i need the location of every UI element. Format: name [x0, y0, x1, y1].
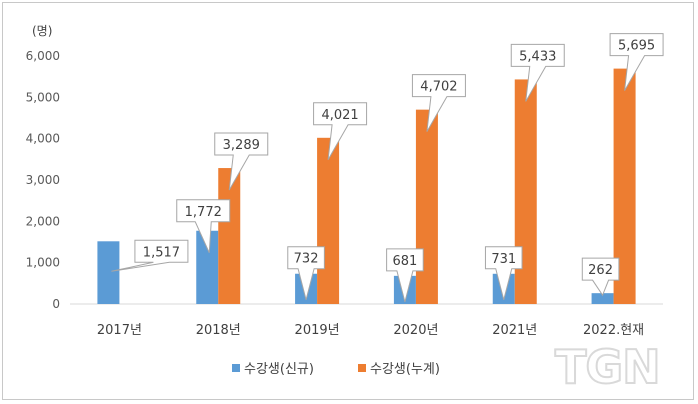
legend-swatch — [358, 364, 366, 372]
data-label-cumulative: 4,702 — [420, 80, 457, 95]
legend: 수강생(신규) 수강생(누계) — [232, 362, 440, 377]
data-label-new-box — [484, 246, 523, 300]
data-label-cumulative-box — [313, 102, 368, 161]
y-tick-label: 0 — [52, 297, 60, 311]
x-tick-label: 2020년 — [393, 323, 438, 338]
y-tick-label: 5,000 — [26, 90, 60, 104]
data-labels: 1,517 1,772 3,289 732 4,021 681 4,702 731 5,433 2… — [111, 33, 664, 302]
legend-label: 수강생(신규) — [244, 362, 314, 377]
bar-new-students — [196, 230, 219, 304]
data-label-new: 731 — [491, 252, 516, 267]
x-axis-labels: 2017년 2018년 2019년 2020년 2021년 2022.현재 — [97, 323, 644, 338]
bar-cumulative-students — [514, 79, 537, 304]
bar-new-students — [591, 293, 614, 304]
x-tick-label: 2018년 — [196, 323, 241, 338]
y-axis-ticks: 0 1,000 2,000 3,000 4,000 5,000 6,000 — [26, 49, 60, 311]
legend-label: 수강생(누계) — [370, 362, 440, 377]
data-label-cumulative: 5,695 — [618, 39, 655, 54]
data-label-new-box — [581, 257, 620, 297]
x-tick-label: 2019년 — [295, 323, 340, 338]
y-tick-label: 4,000 — [26, 132, 60, 146]
data-label-cumulative-box — [609, 33, 664, 91]
data-label-cumulative-box — [510, 43, 565, 102]
data-label-new: 262 — [588, 263, 613, 278]
data-label-new: 1,772 — [185, 205, 222, 220]
y-tick-label: 6,000 — [26, 49, 60, 63]
data-label-cumulative-box — [411, 74, 466, 132]
watermark-logo: TGN — [555, 340, 660, 394]
data-label-cumulative: 5,433 — [519, 49, 556, 64]
bar-cumulative-students — [613, 68, 636, 305]
data-label-new: 681 — [393, 254, 418, 269]
bar-cumulative-students — [317, 137, 340, 304]
data-label-cumulative: 4,021 — [321, 108, 358, 123]
data-label-new-box — [386, 248, 424, 302]
y-unit-label: (명) — [32, 24, 52, 38]
legend-swatch — [232, 364, 240, 372]
data-label-new-box — [287, 246, 325, 300]
x-tick-label: 2017년 — [97, 323, 142, 338]
data-label-cumulative: 3,289 — [223, 138, 260, 153]
data-label-new: 732 — [294, 252, 319, 267]
bar-new-students — [97, 241, 120, 304]
bar-cumulative-students — [415, 109, 438, 304]
x-tick-label: 2022.현재 — [583, 323, 644, 338]
data-label-new: 1,517 — [143, 245, 180, 260]
chart-frame — [2, 2, 694, 400]
y-tick-label: 1,000 — [26, 256, 60, 270]
y-tick-label: 2,000 — [26, 214, 60, 228]
data-label-cumulative-box — [214, 132, 269, 191]
data-label-new-box — [111, 239, 189, 272]
data-label-new-box — [176, 199, 231, 253]
y-tick-label: 3,000 — [26, 173, 60, 187]
x-tick-label: 2021년 — [492, 323, 537, 338]
